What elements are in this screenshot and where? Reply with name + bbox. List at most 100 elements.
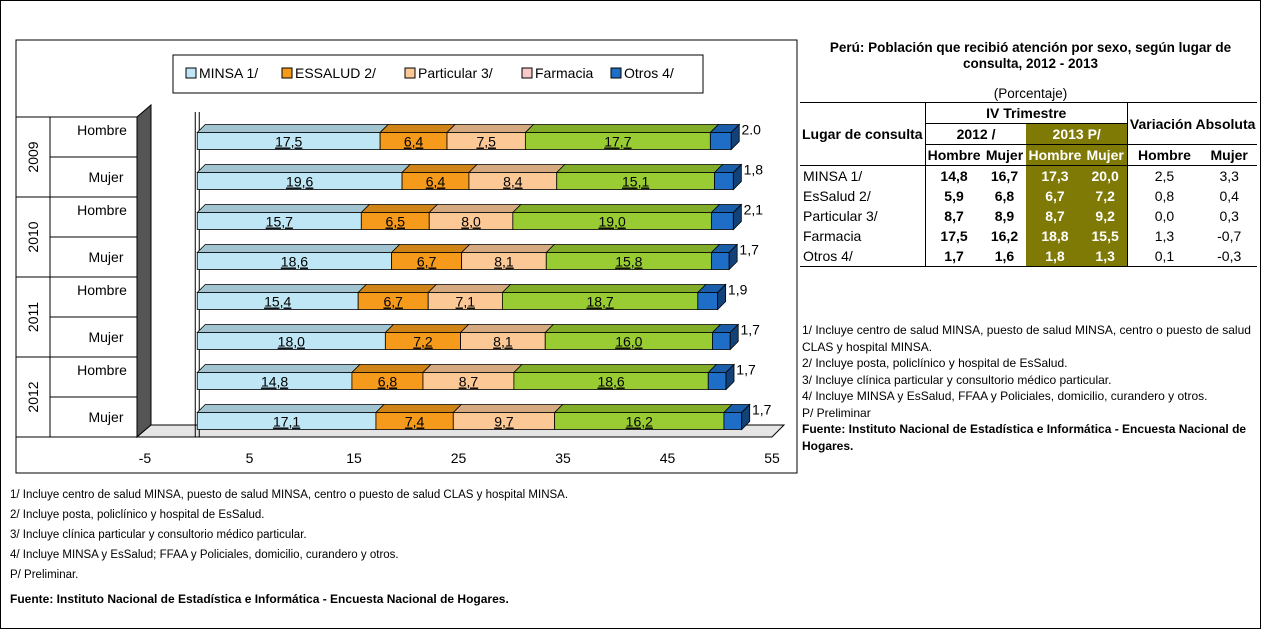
group-label: Mujer — [88, 329, 123, 345]
data-label: 15,1 — [622, 174, 649, 190]
data-label: 19,6 — [286, 174, 313, 190]
row-label: Particular 3/ — [800, 206, 926, 226]
footer-note: 1/ Incluye centro de salud MINSA, puesto… — [10, 489, 569, 501]
data-label: 1,7 — [739, 242, 759, 258]
header-2013-mujer: Mujer — [1083, 144, 1128, 166]
year-label: 2011 — [25, 302, 41, 332]
data-label: 19,0 — [598, 214, 625, 230]
bar-segment — [723, 412, 743, 430]
bar-segment — [710, 212, 734, 230]
data-label: 15,8 — [615, 254, 642, 270]
cell: 0,0 — [1126, 206, 1201, 226]
footer-note: 3/ Incluye clínica particular y consulto… — [10, 529, 307, 541]
bar-segment-top — [553, 404, 733, 413]
cell: 16,7 — [990, 168, 1019, 184]
cell: 0,1 — [1126, 246, 1201, 267]
cell: 5,9 — [944, 188, 964, 204]
table-title: Perú: Población que recibió atención por… — [829, 40, 1232, 71]
cell: 6,7 — [1026, 186, 1084, 206]
group-label: Hombre — [77, 122, 127, 138]
row-label: Farmacia — [800, 226, 926, 246]
data-label: 8,1 — [494, 254, 514, 270]
header-var-hombre: Hombre — [1126, 144, 1201, 166]
bar-segment-top — [544, 324, 722, 333]
group-label: Mujer — [88, 249, 123, 265]
data-label: 8,1 — [493, 334, 513, 350]
bar-segment-top — [459, 324, 555, 333]
cell: 1,3 — [1126, 226, 1201, 246]
data-label: 7,2 — [413, 334, 433, 350]
x-tick-label: 25 — [451, 450, 467, 466]
bar-segment-top — [452, 404, 564, 413]
data-label: 8,7 — [459, 374, 479, 390]
cell: 14,8 — [940, 168, 968, 184]
table-note: 4/ Incluye MINSA y EsSalud, FFAA y Polic… — [802, 389, 1208, 403]
bar-segment-top — [196, 204, 371, 213]
header-2012-mujer: Mujer — [982, 144, 1027, 166]
data-label: 18,7 — [586, 294, 613, 310]
data-label: 16,0 — [615, 334, 642, 350]
bar-segment-top — [511, 204, 721, 213]
data-label: 6,4 — [404, 134, 424, 150]
data-label: 6,5 — [386, 214, 406, 230]
data-label: 7,1 — [456, 294, 476, 310]
cell: 8,9 — [994, 208, 1015, 224]
bar-segment-top — [196, 164, 412, 173]
data-label: 18,6 — [281, 254, 308, 270]
bar-segment-top — [512, 364, 718, 373]
bar-segment-top — [390, 244, 471, 253]
table-panel: Perú: Población que recibió atención por… — [800, 38, 1261, 488]
x-tick-label: -5 — [139, 450, 152, 466]
cell: 17,3 — [1026, 165, 1084, 186]
bar-segment-top — [545, 244, 721, 253]
table-row: Farmacia 17,5 16,2 18,8 15,5 1,3 -0,7 — [800, 226, 1257, 246]
footer-source: Fuente: Instituto Nacional de Estadístic… — [10, 592, 509, 606]
chart-side-wall — [136, 103, 152, 439]
header-2013-hombre: Hombre — [1026, 144, 1084, 166]
stacked-bar-chart: MINSA 1/ESSALUD 2/Particular 3/Farmacia O… — [15, 39, 798, 474]
legend-label: Otros 4/ — [624, 65, 674, 81]
group-label: Hombre — [77, 282, 127, 298]
data-label: 6,4 — [426, 174, 446, 190]
data-label: 1,9 — [728, 282, 748, 298]
data-label: 6,7 — [417, 254, 437, 270]
cell: 0,3 — [1219, 208, 1239, 224]
cell: 1,7 — [925, 246, 983, 267]
header-var-mujer: Mujer — [1200, 144, 1258, 166]
bar-segment-top — [196, 364, 361, 373]
bar-segment-top — [374, 404, 463, 413]
group-label: Hombre — [77, 362, 127, 378]
bar-segment-top — [196, 124, 390, 133]
bar-end-cap — [728, 243, 738, 271]
data-label: 6,8 — [378, 374, 398, 390]
bar-end-cap — [741, 403, 751, 431]
bar-segment-top — [446, 124, 535, 133]
legend-swatch — [185, 67, 197, 79]
legend-swatch — [281, 67, 293, 79]
data-label: 17,7 — [604, 134, 631, 150]
bar-segment-top — [555, 164, 724, 173]
data-label: 15,4 — [264, 294, 291, 310]
header-variacion: Variación Absoluta — [1126, 102, 1258, 145]
group-label: Mujer — [88, 409, 123, 425]
bar-segment — [707, 372, 727, 390]
bar-segment-top — [428, 204, 522, 213]
bar-segment-top — [350, 364, 432, 373]
bar-segment — [697, 292, 719, 310]
data-label: 16,2 — [626, 414, 653, 430]
data-label: 14,8 — [261, 374, 288, 390]
bar-segment-top — [384, 324, 470, 333]
cell: 1,6 — [982, 246, 1027, 267]
header-lugar: Lugar de consulta — [800, 102, 926, 166]
header-2012: 2012 / — [925, 123, 1027, 145]
data-label: 18,6 — [597, 374, 624, 390]
data-label: 18,0 — [278, 334, 305, 350]
row-label: Otros 4/ — [800, 246, 926, 267]
x-tick-label: 45 — [660, 450, 676, 466]
bar-segment-top — [196, 404, 385, 413]
legend-label: MINSA 1/ — [199, 65, 258, 81]
cell: 2,5 — [1126, 165, 1201, 186]
table-subtitle: (Porcentaje) — [993, 86, 1068, 101]
row-label: MINSA 1/ — [800, 165, 926, 186]
x-tick-label: 35 — [555, 450, 571, 466]
